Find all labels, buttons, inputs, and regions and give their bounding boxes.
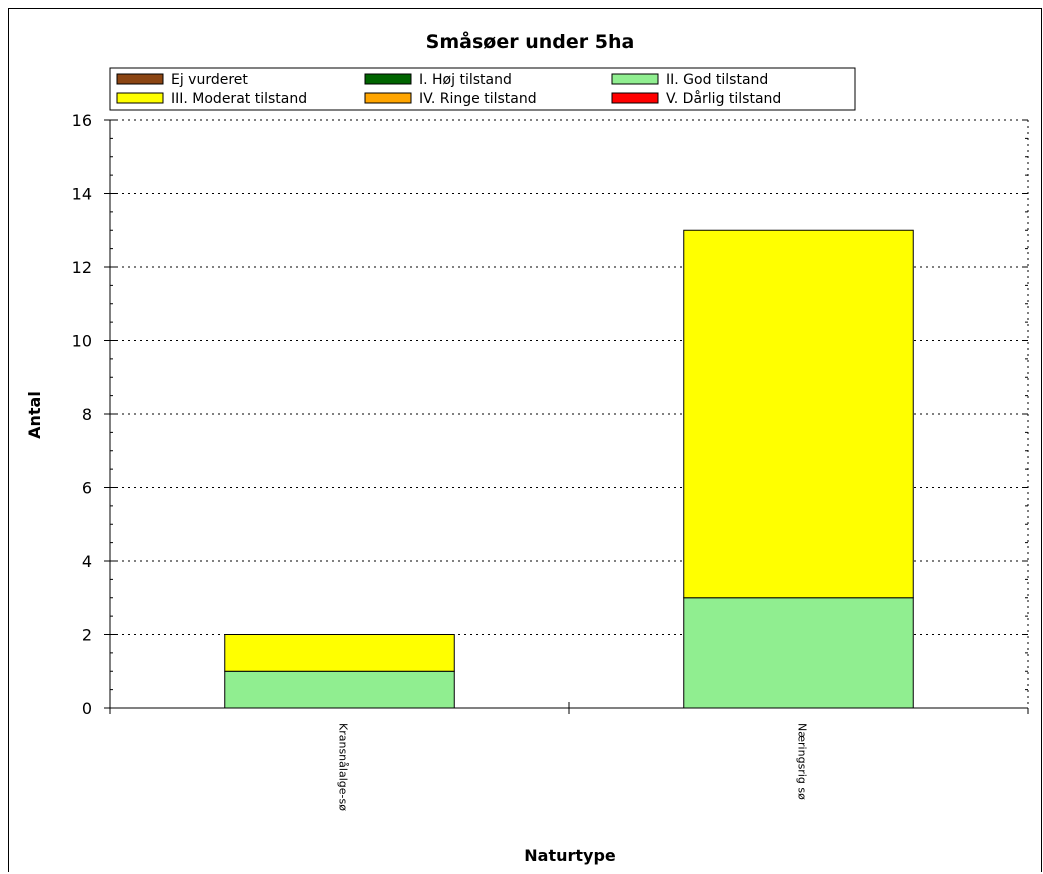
- y-tick-label: 4: [82, 552, 92, 571]
- legend-label: V. Dårlig tilstand: [666, 90, 781, 107]
- legend-swatch: [116, 92, 164, 104]
- bar-segment: [683, 229, 914, 599]
- chart-title: Småsøer under 5ha: [426, 29, 635, 53]
- y-tick-label: 2: [82, 626, 92, 645]
- x-axis-categories: Kransnålalge-sø Næringsrig sø: [109, 702, 1029, 811]
- y-tick-label: 12: [72, 258, 92, 277]
- legend-swatch: [611, 92, 659, 104]
- legend-label: III. Moderat tilstand: [171, 91, 307, 107]
- legend-label: II. God tilstand: [666, 72, 768, 88]
- y-axis-label: Antal: [25, 391, 44, 439]
- chart-frame: [8, 8, 1042, 872]
- legend-swatch: [116, 73, 164, 85]
- y-tick-label: 14: [72, 185, 92, 204]
- y-tick-label: 16: [72, 111, 92, 130]
- x-axis-label: Naturtype: [524, 846, 616, 865]
- bar-segment: [224, 670, 455, 709]
- legend-swatch: [364, 92, 412, 104]
- legend: Ej vurderet I. Høj tilstand II. God tilsta…: [116, 72, 781, 107]
- legend-box: [109, 67, 856, 111]
- y-tick-label: 0: [82, 699, 92, 718]
- y-tick-label: 10: [72, 332, 92, 351]
- bars: [224, 229, 914, 709]
- x-category-label: Næringsrig sø: [796, 723, 809, 800]
- y-axis-ticks: 0 2 4 6 8 10 12 14 16: [72, 111, 1028, 718]
- y-tick-label: 6: [82, 479, 92, 498]
- bar-segment: [683, 597, 914, 709]
- legend-label: Ej vurderet: [171, 72, 248, 88]
- y-tick-label: 8: [82, 405, 92, 424]
- x-category-label: Kransnålalge-sø: [337, 723, 350, 811]
- legend-label: I. Høj tilstand: [419, 72, 512, 88]
- legend-swatch: [364, 73, 412, 85]
- legend-swatch: [611, 73, 659, 85]
- bar-segment: [224, 634, 455, 672]
- legend-label: IV. Ringe tilstand: [419, 91, 537, 107]
